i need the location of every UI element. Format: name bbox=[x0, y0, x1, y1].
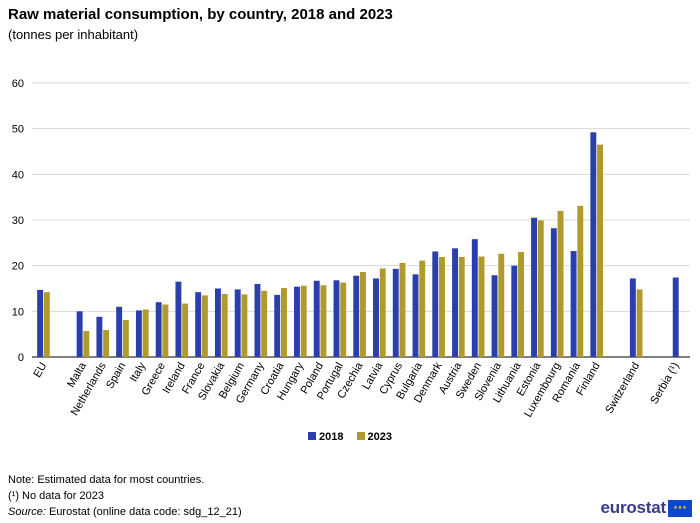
bar-2018-luxembourg bbox=[550, 228, 557, 357]
y-tick-label: 0 bbox=[18, 352, 24, 364]
y-tick-label: 10 bbox=[12, 306, 24, 318]
legend-label-2023: 2023 bbox=[367, 431, 393, 443]
bar-2023-finland bbox=[597, 144, 604, 357]
bar-2018-switzerland bbox=[629, 278, 636, 357]
bar-2023-lithuania bbox=[518, 251, 524, 357]
y-tick-label: 30 bbox=[12, 215, 24, 227]
bar-2023-austria bbox=[458, 256, 465, 357]
bar-2023-slovakia bbox=[221, 293, 228, 357]
bar-2023-belgium bbox=[241, 294, 248, 357]
bar-2018-hungary bbox=[294, 286, 300, 357]
bar-2023-germany bbox=[261, 290, 268, 357]
bar-2018-finland bbox=[590, 132, 597, 357]
bar-2018-austria bbox=[452, 248, 458, 357]
bar-2018-denmark bbox=[432, 251, 439, 357]
legend-item-2023: 2023 bbox=[356, 431, 393, 443]
bar-2018-spain bbox=[116, 306, 123, 357]
bar-2023-cyprus bbox=[399, 262, 406, 357]
bar-2023-portugal bbox=[340, 282, 347, 357]
bar-2018-slovakia bbox=[214, 288, 221, 357]
footnote-text: (¹) No data for 2023 bbox=[8, 490, 104, 502]
bar-2018-poland bbox=[313, 280, 320, 357]
bar-2018-sweden bbox=[471, 239, 478, 357]
logo-text: eurostat bbox=[600, 498, 667, 517]
bar-2018-portugal bbox=[333, 280, 340, 357]
bar-2018-italy bbox=[135, 310, 142, 357]
legend-swatch-2023 bbox=[356, 432, 365, 440]
bar-2023-ireland bbox=[182, 303, 189, 357]
y-axis-ticks: 0 10 20 30 40 50 60 bbox=[12, 78, 24, 364]
bar-2023-eu bbox=[43, 292, 50, 357]
bar-2018-romania bbox=[570, 251, 577, 357]
y-tick-label: 20 bbox=[12, 261, 24, 273]
bar-2018-france bbox=[195, 292, 202, 357]
y-tick-label: 60 bbox=[12, 78, 24, 90]
legend-item-2018: 2018 bbox=[307, 431, 344, 443]
bar-2023-estonia bbox=[537, 220, 544, 357]
x-tick-label: Serbia (¹) bbox=[648, 361, 681, 407]
eurostat-logo: eurostat ★★★ bbox=[601, 498, 692, 518]
bar-2018-belgium bbox=[234, 289, 241, 357]
bars bbox=[37, 132, 679, 357]
bar-2023-croatia bbox=[280, 288, 287, 357]
x-tick-label: Switzerland bbox=[603, 361, 642, 416]
bar-2018-lithuania bbox=[511, 265, 518, 357]
bar-2018-serbia bbox=[672, 277, 679, 357]
bar-2018-malta bbox=[76, 311, 83, 357]
bar-2023-malta bbox=[83, 330, 90, 357]
bar-2018-germany bbox=[254, 283, 261, 357]
bar-2023-romania bbox=[577, 205, 584, 357]
bar-2018-latvia bbox=[373, 278, 379, 357]
bar-2023-luxembourg bbox=[557, 210, 564, 357]
legend-swatch-2018 bbox=[307, 432, 316, 440]
bar-2018-estonia bbox=[531, 217, 538, 357]
y-tick-label: 50 bbox=[12, 124, 24, 136]
bar-2023-bulgaria bbox=[419, 260, 426, 357]
bar-2023-denmark bbox=[439, 256, 445, 357]
bar-2023-latvia bbox=[379, 268, 386, 357]
source-label: Source: bbox=[8, 506, 46, 518]
bar-2023-france bbox=[201, 295, 208, 357]
chart-title: Raw material consumption, by country, 20… bbox=[8, 6, 393, 23]
bar-2023-hungary bbox=[300, 285, 307, 357]
source-line: Source: Eurostat (online data code: sdg_… bbox=[8, 506, 242, 518]
bar-2018-eu bbox=[37, 289, 44, 357]
note-text: Note: Estimated data for most countries. bbox=[8, 474, 205, 486]
legend: 2018 2023 bbox=[0, 431, 700, 443]
legend-label-2018: 2018 bbox=[318, 431, 344, 443]
bar-2023-switzerland bbox=[636, 289, 643, 357]
bar-2023-sweden bbox=[478, 256, 485, 357]
chart-subtitle: (tonnes per inhabitant) bbox=[8, 27, 139, 42]
bar-2023-netherlands bbox=[103, 330, 110, 357]
bar-2023-spain bbox=[122, 320, 129, 357]
bar-2018-netherlands bbox=[96, 316, 103, 357]
bar-2023-poland bbox=[320, 285, 327, 357]
bar-2023-italy bbox=[142, 309, 149, 357]
bar-2018-ireland bbox=[175, 281, 182, 357]
bar-2018-bulgaria bbox=[412, 274, 419, 357]
bar-2018-czechia bbox=[353, 275, 360, 357]
bar-2023-greece bbox=[162, 304, 169, 357]
bar-2018-cyprus bbox=[392, 268, 399, 357]
bar-2018-greece bbox=[155, 302, 162, 357]
source-text: Eurostat (online data code: sdg_12_21) bbox=[45, 506, 242, 518]
x-tick-label: Spain bbox=[104, 361, 128, 391]
x-tick-label: EU bbox=[31, 360, 49, 379]
y-tick-label: 40 bbox=[12, 169, 24, 181]
bar-2018-croatia bbox=[274, 294, 281, 357]
bar-2018-slovenia bbox=[491, 275, 498, 357]
eu-flag-icon: ★★★ bbox=[668, 499, 692, 517]
bar-2023-slovenia bbox=[498, 253, 505, 357]
bar-2023-czechia bbox=[360, 272, 366, 357]
